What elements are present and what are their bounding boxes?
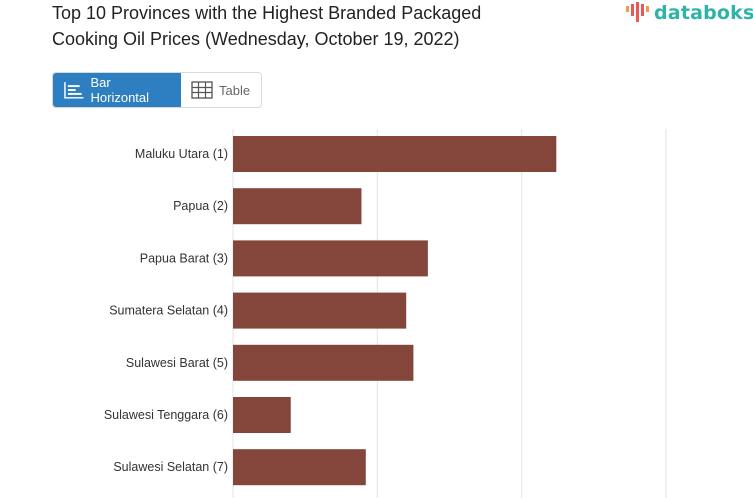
category-label: Sulawesi Selatan (7) (113, 460, 228, 474)
bar-horizontal-button[interactable]: Bar Horizontal (53, 73, 181, 107)
bar-6[interactable] (233, 397, 291, 433)
databoks-logo-icon (626, 2, 649, 22)
category-label: Papua (2) (173, 199, 228, 213)
bar-3[interactable] (233, 240, 428, 277)
chart-title-line-2: Cooking Oil Prices (Wednesday, October 1… (52, 29, 460, 49)
category-label: Sulawesi Barat (5) (126, 356, 228, 370)
bar-2[interactable] (233, 188, 362, 225)
table-label: Table (219, 82, 251, 98)
bar-horizontal-label: Bar Horizontal (90, 75, 150, 105)
bar-1[interactable] (233, 136, 557, 172)
bar-7[interactable] (233, 449, 366, 486)
databoks-logo-text: databoks (654, 2, 753, 24)
category-label: Papua Barat (3) (140, 251, 228, 265)
category-label: Maluku Utara (1) (135, 147, 228, 161)
bar-chart-icon (64, 82, 84, 99)
chart-title: Top 10 Provinces with the Highest Brande… (52, 0, 522, 52)
bar-5[interactable] (233, 344, 414, 381)
view-toggle: Bar Horizontal Table (52, 72, 262, 108)
chart-bars (233, 136, 557, 486)
chart-category-labels: Maluku Utara (1) Papua (2) Papua Barat (3)… (104, 147, 228, 474)
chart-title-line-1: Top 10 Provinces with the Highest Brande… (52, 3, 482, 23)
bar-4[interactable] (233, 292, 407, 329)
table-button[interactable]: Table (181, 73, 261, 107)
category-label: Sulawesi Tenggara (6) (104, 408, 228, 422)
databoks-logo[interactable]: databoks (626, 2, 753, 24)
table-icon (191, 81, 213, 99)
category-label: Sumatera Selatan (4) (109, 304, 228, 318)
